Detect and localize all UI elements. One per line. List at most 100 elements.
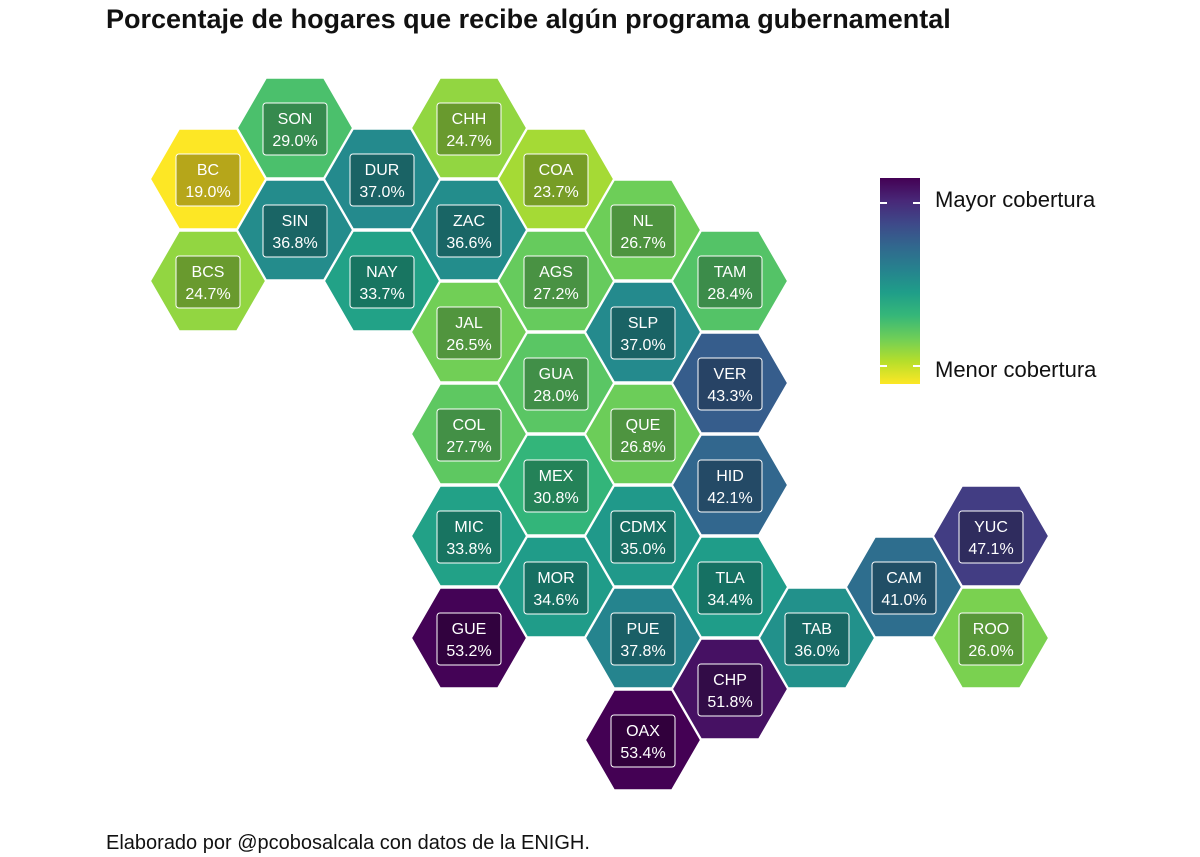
state-value-label: 26.0% [968, 643, 1013, 660]
state-label-box [697, 663, 763, 717]
state-value-label: 24.7% [446, 133, 491, 150]
state-code-label: MOR [537, 570, 574, 587]
state-value-label: 51.8% [707, 694, 752, 711]
state-hex-cdmx: CDMX 35.0% [583, 484, 703, 588]
state-label-box [871, 561, 937, 615]
state-code-label: CHH [452, 111, 487, 128]
state-label-box [697, 255, 763, 309]
state-code-label: COL [453, 417, 486, 434]
state-label-box [958, 510, 1024, 564]
state-value-label: 34.6% [533, 592, 578, 609]
state-value-label: 26.5% [446, 337, 491, 354]
state-hex-ver: VER 43.3% [670, 331, 790, 435]
state-label-box [436, 204, 502, 258]
state-value-label: 47.1% [968, 541, 1013, 558]
state-value-label: 53.2% [446, 643, 491, 660]
state-label-box [697, 561, 763, 615]
state-value-label: 35.0% [620, 541, 665, 558]
state-code-label: PUE [627, 621, 660, 638]
state-hex-jal: JAL 26.5% [409, 280, 529, 384]
state-code-label: NAY [366, 264, 398, 281]
state-hex-roo: ROO 26.0% [931, 586, 1051, 690]
state-label-box [610, 306, 676, 360]
state-code-label: GUE [452, 621, 487, 638]
state-value-label: 36.0% [794, 643, 839, 660]
state-code-label: YUC [974, 519, 1008, 536]
state-label-box [175, 255, 241, 309]
state-label-box [436, 408, 502, 462]
state-code-label: QUE [626, 417, 661, 434]
state-code-label: DUR [365, 162, 400, 179]
state-hex-slp: SLP 37.0% [583, 280, 703, 384]
state-code-label: JAL [455, 315, 483, 332]
state-code-label: AGS [539, 264, 573, 281]
state-value-label: 43.3% [707, 388, 752, 405]
state-label-box [523, 255, 589, 309]
state-hex-dur: DUR 37.0% [322, 127, 442, 231]
state-code-label: TAB [802, 621, 832, 638]
state-hex-zac: ZAC 36.6% [409, 178, 529, 282]
state-label-box [610, 408, 676, 462]
state-value-label: 27.7% [446, 439, 491, 456]
state-value-label: 28.4% [707, 286, 752, 303]
state-code-label: SON [278, 111, 313, 128]
state-label-box [523, 459, 589, 513]
state-hex-que: QUE 26.8% [583, 382, 703, 486]
state-hex-col: COL 27.7% [409, 382, 529, 486]
state-hex-mex: MEX 30.8% [496, 433, 616, 537]
state-label-box [697, 459, 763, 513]
state-code-label: SIN [282, 213, 309, 230]
state-label-box [262, 102, 328, 156]
state-value-label: 28.0% [533, 388, 578, 405]
state-code-label: CAM [886, 570, 922, 587]
state-hex-bcs: BCS 24.7% [148, 229, 268, 333]
state-code-label: ROO [973, 621, 1009, 638]
state-label-box [523, 153, 589, 207]
state-label-box [436, 306, 502, 360]
state-value-label: 26.7% [620, 235, 665, 252]
state-value-label: 33.8% [446, 541, 491, 558]
state-hex-gue: GUE 53.2% [409, 586, 529, 690]
state-value-label: 26.8% [620, 439, 665, 456]
state-code-label: BC [197, 162, 219, 179]
state-hex-yuc: YUC 47.1% [931, 484, 1051, 588]
state-label-box [436, 612, 502, 666]
state-code-label: MIC [454, 519, 483, 536]
state-value-label: 37.0% [359, 184, 404, 201]
state-label-box [523, 357, 589, 411]
state-value-label: 33.7% [359, 286, 404, 303]
state-hex-tab: TAB 36.0% [757, 586, 877, 690]
state-code-label: GUA [539, 366, 574, 383]
legend-min-label: Menor cobertura [935, 357, 1097, 382]
state-hex-chp: CHP 51.8% [670, 637, 790, 741]
state-code-label: COA [539, 162, 574, 179]
state-code-label: VER [714, 366, 747, 383]
state-code-label: CDMX [619, 519, 666, 536]
state-code-label: ZAC [453, 213, 485, 230]
legend-colorbar [880, 178, 920, 384]
state-value-label: 36.6% [446, 235, 491, 252]
state-label-box [958, 612, 1024, 666]
state-hex-tla: TLA 34.4% [670, 535, 790, 639]
state-value-label: 36.8% [272, 235, 317, 252]
state-code-label: OAX [626, 723, 660, 740]
state-label-box [175, 153, 241, 207]
state-label-box [784, 612, 850, 666]
state-hex-gua: GUA 28.0% [496, 331, 616, 435]
state-hex-nay: NAY 33.7% [322, 229, 442, 333]
chart-title: Porcentaje de hogares que recibe algún p… [106, 4, 951, 34]
state-code-label: NL [633, 213, 654, 230]
state-code-label: MEX [539, 468, 574, 485]
state-value-label: 34.4% [707, 592, 752, 609]
state-label-box [436, 102, 502, 156]
state-value-label: 19.0% [185, 184, 230, 201]
state-value-label: 30.8% [533, 490, 578, 507]
state-label-box [610, 714, 676, 768]
state-hex-sin: SIN 36.8% [235, 178, 355, 282]
state-label-box [610, 204, 676, 258]
state-hex-cam: CAM 41.0% [844, 535, 964, 639]
state-code-label: BCS [192, 264, 225, 281]
state-value-label: 42.1% [707, 490, 752, 507]
state-value-label: 41.0% [881, 592, 926, 609]
